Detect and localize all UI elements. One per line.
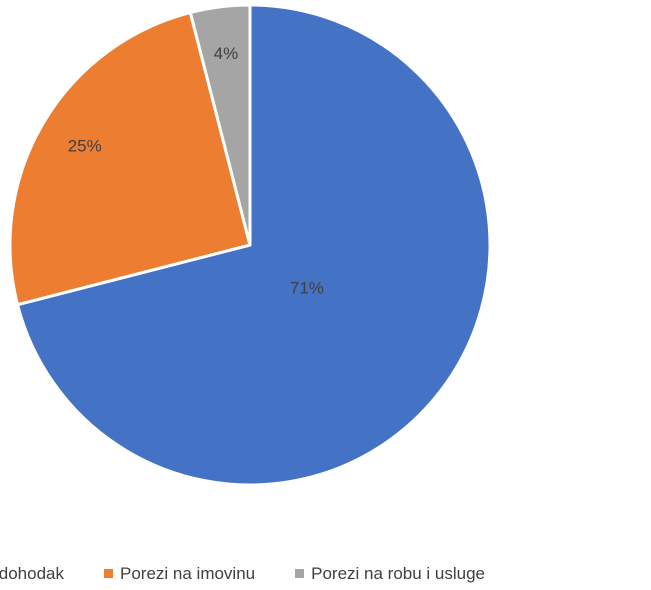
legend-swatch-icon (104, 569, 113, 578)
data-label-porezi-na-imovinu: 25% (68, 137, 102, 156)
pie-slices (8, 3, 492, 487)
legend-label: Porezi na robu i usluge (311, 563, 486, 583)
legend-label: Porezi na imovinu (120, 563, 256, 583)
pie-data-labels: 71% 25% 4% (68, 44, 324, 298)
legend-item-porezi-na-robu-i-usluge: Porezi na robu i usluge (295, 564, 485, 584)
legend: Porez na dohodak Porezi na imovinu Porezi … (0, 563, 525, 584)
legend-item-porez-na-dohodak: Porez na dohodak (0, 564, 64, 584)
legend-label: Porez na dohodak (0, 563, 64, 583)
legend-item-porezi-na-imovinu: Porezi na imovinu (104, 564, 255, 584)
pie-slice-porezi-na-imovinu (8, 11, 252, 307)
data-label-porez-na-dohodak: 71% (290, 279, 324, 298)
legend-swatch-icon (295, 569, 305, 578)
data-label-porezi-na-robu-i-usluge: 4% (214, 44, 239, 63)
pie-slice-porezi-na-robu-i-usluge (188, 3, 252, 247)
pie-slice-porez-na-dohodak (16, 3, 492, 487)
